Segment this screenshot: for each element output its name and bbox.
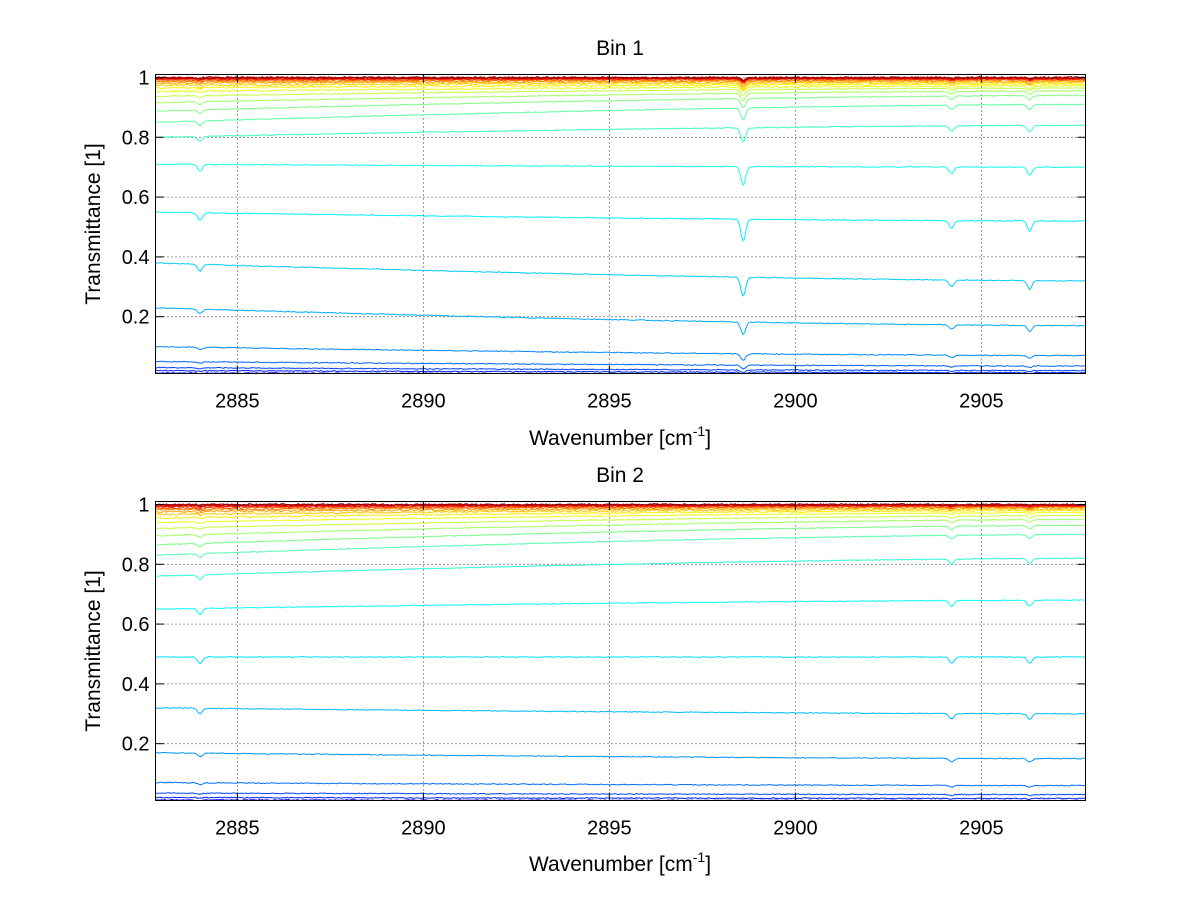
axes-frame <box>155 501 1086 801</box>
spectrum-line <box>155 796 1086 801</box>
spectrum-line <box>155 751 1086 763</box>
spectrum-line <box>155 502 1086 507</box>
y-tick-label: 0.4 <box>122 674 150 696</box>
y-tick-label: 0.2 <box>122 307 150 329</box>
spectrum-line <box>155 518 1086 539</box>
spectrum-line <box>155 94 1086 114</box>
spectrum-line <box>155 124 1086 143</box>
series-group <box>155 502 1086 802</box>
spectrum-line <box>155 524 1086 548</box>
spectrum-line <box>155 505 1086 512</box>
spectrum-line <box>155 84 1086 94</box>
spectrum-line <box>155 557 1086 580</box>
spectrum-line <box>155 533 1086 559</box>
spectrum-line <box>155 307 1086 336</box>
x-tick-label: 2900 <box>773 391 818 413</box>
x-tick-label: 2895 <box>587 818 632 840</box>
spectrum-line <box>155 262 1086 297</box>
y-tick-label: 0.2 <box>122 734 150 756</box>
spectrum-line <box>155 211 1086 243</box>
spectrum-line <box>155 90 1086 106</box>
y-tick-label: 0.6 <box>122 187 150 209</box>
spectrum-line <box>155 369 1086 375</box>
spectrum-line <box>155 75 1086 81</box>
spectrum-line <box>155 781 1086 788</box>
x-tick-label: 2885 <box>215 391 260 413</box>
axes-frame <box>155 74 1086 374</box>
spectrum-line <box>155 506 1086 515</box>
y-tick-label: 0.6 <box>122 614 150 636</box>
spectrum-line <box>155 514 1086 530</box>
spectrum-line <box>155 81 1086 91</box>
spectrum-line <box>155 366 1086 374</box>
spectrum-line <box>155 163 1086 187</box>
y-tick-label: 0.8 <box>122 127 150 149</box>
spectrum-line <box>155 511 1086 525</box>
spectrum-line <box>155 706 1086 721</box>
y-tick-label: 0.8 <box>122 554 150 576</box>
subplot-bin-1: Bin 1 2885 2890 2895 2900 29050.20.40.60.81 … <box>82 37 1086 450</box>
subplot-bin-2: Bin 2 2885 2890 2895 2900 29050.20.40.60.81 … <box>82 464 1086 876</box>
x-tick-label: 2890 <box>401 818 446 840</box>
spectrum-line <box>155 345 1086 361</box>
x-axis-label: Wavenumber [cm-1] <box>529 849 711 876</box>
y-axis-label: Transmittance [1] <box>82 143 105 304</box>
x-tick-label: 2885 <box>215 818 260 840</box>
plot-title: Bin 2 <box>596 464 644 487</box>
spectrum-line <box>155 655 1086 665</box>
spectrum-line <box>155 78 1086 84</box>
grid <box>155 74 1086 374</box>
y-tick-label: 1 <box>138 67 149 89</box>
x-tick-label: 2905 <box>959 818 1004 840</box>
plot-title: Bin 1 <box>596 37 644 60</box>
spectrum-line <box>155 792 1086 797</box>
ticks: 2885 2890 2895 2900 2905 0.2 0.4 0.6 0.8 1 <box>122 67 1086 413</box>
spectrum-line <box>155 509 1086 520</box>
y-axis-label: Transmittance [1] <box>82 570 105 731</box>
grid <box>155 501 1086 801</box>
spectrum-line <box>155 360 1086 370</box>
x-tick-label: 2900 <box>773 818 818 840</box>
y-tick-label: 0.4 <box>122 247 150 269</box>
x-tick-label: 2895 <box>587 391 632 413</box>
x-axis-label: Wavenumber [cm-1] <box>529 423 711 450</box>
series-group <box>155 75 1086 375</box>
x-tick-label: 2890 <box>401 391 446 413</box>
spectrum-line <box>155 599 1086 616</box>
spectrum-line <box>155 86 1086 99</box>
spectrum-line <box>155 103 1086 126</box>
x-tick-label: 2905 <box>959 391 1004 413</box>
y-tick-label: 1 <box>138 494 149 516</box>
ticks: 2885 2890 2895 2900 2905 0.2 0.4 0.6 0.8 1 <box>122 494 1086 840</box>
